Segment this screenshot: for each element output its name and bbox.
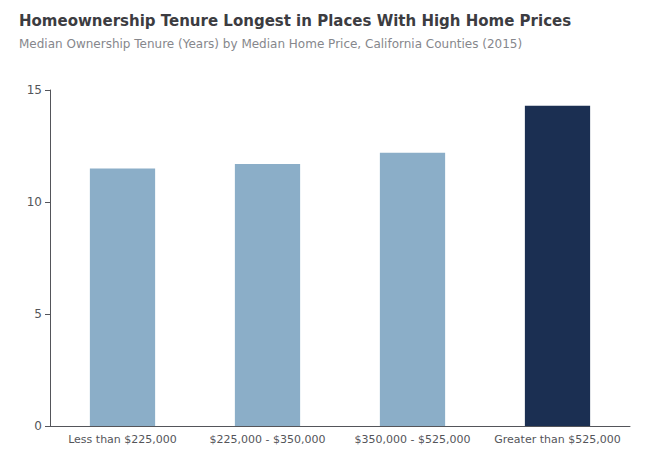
svg-text:Less than $225,000: Less than $225,000 [68,433,177,446]
svg-text:15: 15 [27,83,42,97]
svg-text:Greater than $525,000: Greater than $525,000 [494,433,620,446]
svg-text:$225,000 - $350,000: $225,000 - $350,000 [210,433,326,446]
svg-text:Median Ownership Tenure (Years: Median Ownership Tenure (Years) by Media… [19,37,522,51]
svg-text:$350,000 - $525,000: $350,000 - $525,000 [355,433,471,446]
svg-text:Homeownership Tenure Longest i: Homeownership Tenure Longest in Places W… [19,12,571,30]
svg-text:10: 10 [27,195,42,209]
svg-text:5: 5 [34,307,42,321]
svg-text:0: 0 [34,419,42,433]
